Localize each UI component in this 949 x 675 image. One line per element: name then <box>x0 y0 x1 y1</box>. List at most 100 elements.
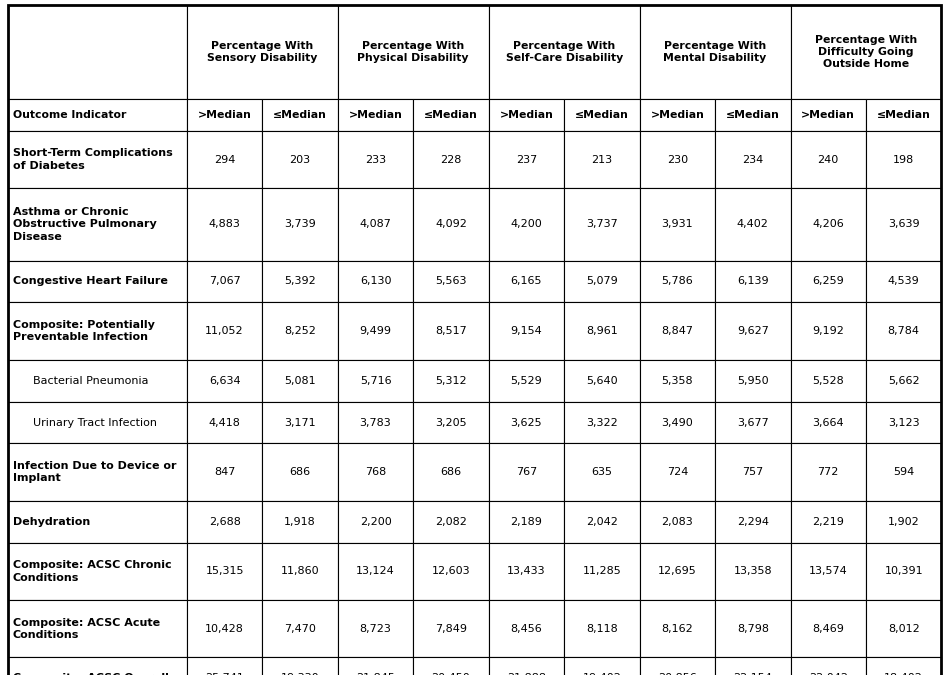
Bar <box>640 543 715 600</box>
Bar <box>8 360 187 402</box>
Bar <box>489 543 564 600</box>
Bar <box>187 99 262 131</box>
Bar <box>413 360 489 402</box>
Text: 9,192: 9,192 <box>812 326 845 336</box>
Bar <box>8 402 187 443</box>
Bar <box>413 188 489 261</box>
Bar <box>187 402 262 443</box>
Bar <box>564 543 640 600</box>
Bar <box>489 501 564 543</box>
Text: 2,294: 2,294 <box>736 517 769 526</box>
Bar <box>791 543 865 600</box>
Bar <box>187 261 262 302</box>
Bar <box>187 131 262 188</box>
Bar <box>338 501 413 543</box>
Bar <box>413 99 489 131</box>
Bar <box>865 657 941 675</box>
Text: Infection Due to Device or
Implant: Infection Due to Device or Implant <box>12 461 177 483</box>
Text: ≤Median: ≤Median <box>726 110 780 119</box>
Text: 10,428: 10,428 <box>205 624 244 634</box>
Bar <box>564 261 640 302</box>
Text: ≤Median: ≤Median <box>424 110 478 119</box>
Bar <box>865 188 941 261</box>
Text: 9,154: 9,154 <box>511 326 542 336</box>
Bar <box>489 443 564 501</box>
Bar <box>791 5 941 99</box>
Text: 4,539: 4,539 <box>888 277 920 286</box>
Text: 21,888: 21,888 <box>507 674 546 675</box>
Bar <box>640 99 715 131</box>
Bar <box>8 657 187 675</box>
Text: 8,961: 8,961 <box>586 326 618 336</box>
Text: 6,259: 6,259 <box>812 277 844 286</box>
Bar <box>715 443 791 501</box>
Bar <box>338 543 413 600</box>
Bar <box>715 188 791 261</box>
Text: 22,154: 22,154 <box>734 674 772 675</box>
Bar <box>865 302 941 360</box>
Bar <box>262 188 338 261</box>
Bar <box>564 131 640 188</box>
Text: 5,786: 5,786 <box>661 277 693 286</box>
Text: 198: 198 <box>893 155 914 165</box>
Bar <box>791 261 865 302</box>
Bar <box>262 501 338 543</box>
Text: 5,528: 5,528 <box>812 376 844 385</box>
Text: Outcome Indicator: Outcome Indicator <box>12 110 126 119</box>
Text: 7,067: 7,067 <box>209 277 240 286</box>
Text: 3,677: 3,677 <box>737 418 769 427</box>
Bar <box>338 188 413 261</box>
Text: 5,392: 5,392 <box>284 277 316 286</box>
Bar <box>187 443 262 501</box>
Text: 686: 686 <box>440 467 461 477</box>
Text: 20,450: 20,450 <box>432 674 471 675</box>
Bar <box>791 99 865 131</box>
Text: 7,470: 7,470 <box>284 624 316 634</box>
Text: 3,625: 3,625 <box>511 418 542 427</box>
Bar <box>262 402 338 443</box>
Bar <box>8 302 187 360</box>
Text: 22,042: 22,042 <box>809 674 847 675</box>
Text: 2,082: 2,082 <box>435 517 467 526</box>
Bar <box>489 5 640 99</box>
Text: 11,052: 11,052 <box>205 326 244 336</box>
Text: 686: 686 <box>289 467 310 477</box>
Text: >Median: >Median <box>197 110 251 119</box>
Bar <box>338 99 413 131</box>
Bar <box>8 188 187 261</box>
Bar <box>413 131 489 188</box>
Text: ≤Median: ≤Median <box>877 110 931 119</box>
Text: 9,499: 9,499 <box>360 326 392 336</box>
Text: 4,883: 4,883 <box>209 219 240 230</box>
Text: 5,079: 5,079 <box>586 277 618 286</box>
Text: 8,456: 8,456 <box>511 624 542 634</box>
Text: 724: 724 <box>666 467 688 477</box>
Text: 5,081: 5,081 <box>285 376 316 385</box>
Bar <box>489 302 564 360</box>
Bar <box>8 501 187 543</box>
Bar <box>564 188 640 261</box>
Text: >Median: >Median <box>650 110 704 119</box>
Text: 11,285: 11,285 <box>583 566 622 576</box>
Bar <box>413 600 489 657</box>
Text: 6,634: 6,634 <box>209 376 240 385</box>
Text: 767: 767 <box>516 467 537 477</box>
Bar <box>489 360 564 402</box>
Bar <box>715 99 791 131</box>
Bar <box>187 360 262 402</box>
Bar <box>640 657 715 675</box>
Text: Percentage With
Physical Disability: Percentage With Physical Disability <box>358 41 469 63</box>
Text: 19,330: 19,330 <box>281 674 320 675</box>
Text: 6,139: 6,139 <box>737 277 769 286</box>
Bar <box>8 99 187 131</box>
Bar <box>564 302 640 360</box>
Text: 8,517: 8,517 <box>435 326 467 336</box>
Bar <box>338 302 413 360</box>
Text: 772: 772 <box>817 467 839 477</box>
Text: 5,563: 5,563 <box>436 277 467 286</box>
Text: 8,469: 8,469 <box>812 624 845 634</box>
Bar <box>338 402 413 443</box>
Text: 13,433: 13,433 <box>507 566 546 576</box>
Bar <box>865 443 941 501</box>
Bar <box>865 99 941 131</box>
